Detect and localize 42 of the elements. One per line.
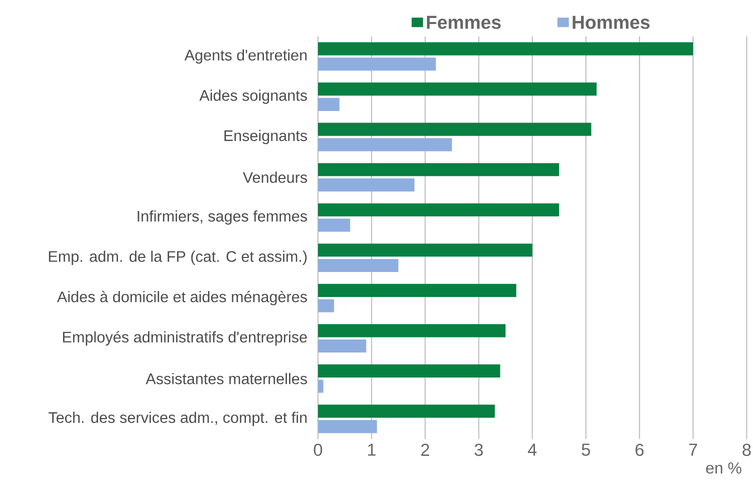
bar bbox=[318, 42, 694, 56]
bar bbox=[318, 299, 334, 312]
x-tick-label: 8 bbox=[742, 444, 751, 456]
bar bbox=[318, 82, 597, 96]
bar bbox=[318, 284, 516, 297]
y-tick-label: Aides soignants bbox=[199, 90, 308, 104]
bar bbox=[318, 324, 506, 338]
bar bbox=[318, 364, 500, 378]
bar bbox=[318, 244, 532, 257]
bar bbox=[318, 339, 366, 353]
bar bbox=[318, 380, 324, 393]
x-tick-label: 3 bbox=[474, 444, 483, 456]
bar bbox=[318, 178, 414, 192]
y-tick-label: Vendeurs bbox=[242, 172, 308, 183]
x-tick-label: 6 bbox=[636, 444, 644, 456]
bar bbox=[318, 258, 398, 272]
x-tick-label: 7 bbox=[689, 444, 698, 456]
y-tick-label: Aides à domicile et aides ménagères bbox=[57, 290, 307, 306]
legend-label: Hommes bbox=[572, 16, 650, 29]
x-axis-title: en % bbox=[706, 462, 742, 474]
x-tick-label: 1 bbox=[368, 444, 376, 456]
y-tick-label: Assistantes maternelles bbox=[146, 372, 308, 384]
legend-label: Femmes bbox=[426, 16, 501, 29]
y-tick-label: Infirmiers, sages femmes bbox=[138, 210, 308, 225]
bar bbox=[318, 218, 350, 232]
bar bbox=[318, 203, 560, 216]
y-tick-label: Emp. adm. de la FP (cat. C et assim.) bbox=[48, 250, 307, 265]
bar bbox=[318, 404, 495, 418]
x-tick-label: 4 bbox=[528, 444, 537, 456]
y-tick-label: Agents d'entretien bbox=[184, 49, 307, 64]
y-tick-label: Employés administratifs d'entreprise bbox=[63, 331, 307, 346]
bar bbox=[318, 138, 452, 152]
x-tick-label: 5 bbox=[582, 444, 590, 456]
bar bbox=[318, 163, 560, 176]
y-tick-label: Enseignants bbox=[224, 130, 308, 144]
bar bbox=[318, 122, 592, 136]
x-tick-label: 2 bbox=[421, 444, 430, 456]
x-tick-label: 0 bbox=[314, 444, 322, 456]
bar bbox=[318, 58, 436, 71]
y-tick-label: Tech. des services adm., compt. et fin bbox=[48, 412, 307, 426]
bar bbox=[318, 98, 340, 111]
bar bbox=[318, 420, 377, 434]
